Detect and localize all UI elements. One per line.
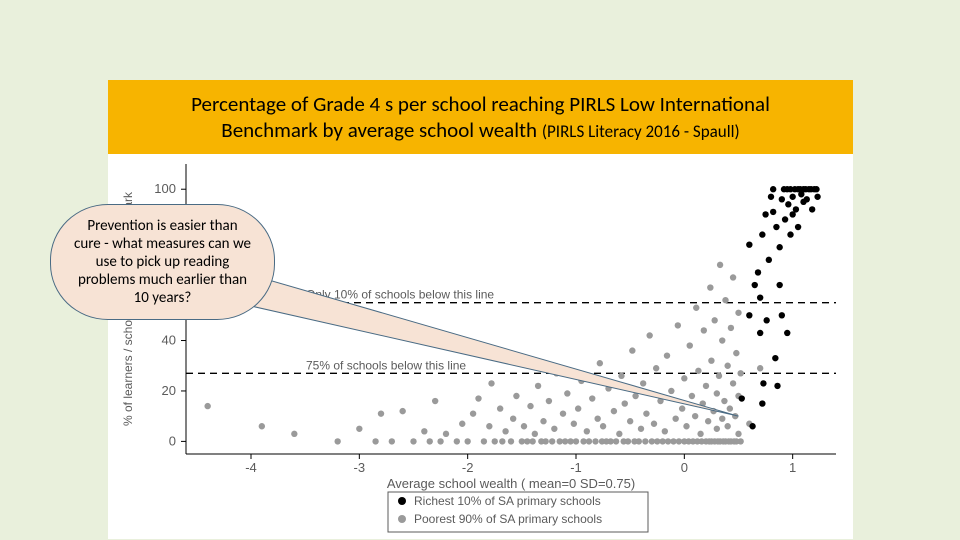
- callout-bubble: Prevention is easier than cure - what me…: [50, 204, 280, 324]
- title-line2a: Benchmark by average school wealth: [221, 117, 542, 143]
- title-banner: Percentage of Grade 4 s per school reach…: [108, 80, 853, 154]
- svg-text:Average school wealth ( mean=0: Average school wealth ( mean=0 SD=0.75): [387, 476, 635, 491]
- title-text: Percentage of Grade 4 s per school reach…: [191, 91, 770, 144]
- slide: Percentage of Grade 4 s per school reach…: [0, 0, 960, 540]
- callout-text: Prevention is easier than cure - what me…: [50, 204, 275, 320]
- svg-text:100: 100: [154, 181, 176, 196]
- svg-text:0: 0: [681, 460, 688, 475]
- title-line1: Percentage of Grade 4 s per school reach…: [191, 91, 770, 117]
- title-line2b: (PIRLS Literacy 2016 - Spaull): [542, 121, 740, 142]
- svg-text:1: 1: [789, 460, 796, 475]
- svg-text:Poorest 90% of SA primary scho: Poorest 90% of SA primary schools: [414, 512, 602, 526]
- svg-text:Richest 10% of SA primary scho: Richest 10% of SA primary schools: [414, 494, 601, 508]
